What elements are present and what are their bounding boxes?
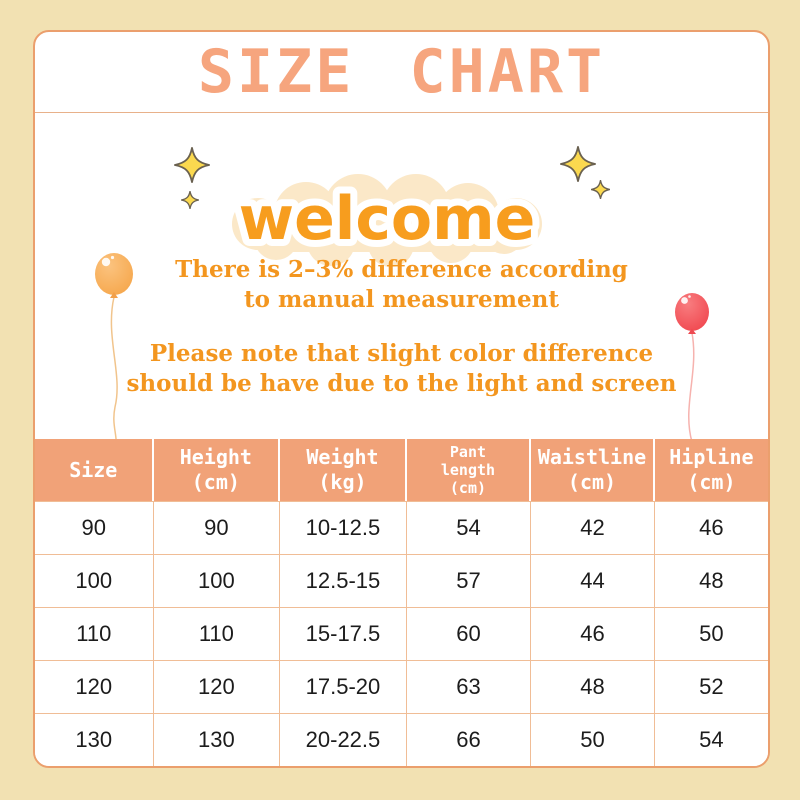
welcome-banner: welcome welcome xyxy=(232,174,542,267)
table-cell: 130 xyxy=(35,713,154,766)
page-title: SIZE CHART xyxy=(197,37,606,107)
table-cell: 48 xyxy=(654,554,768,607)
table-cell: 110 xyxy=(153,607,281,660)
welcome-text-outline: welcome xyxy=(239,184,536,254)
size-table-grid: Size Height (cm) Weight (kg) Pant length (cm) Wa… xyxy=(35,439,768,766)
table-cell: 44 xyxy=(531,554,655,607)
table-cell: 20-22.5 xyxy=(280,713,407,766)
table-cell: 100 xyxy=(35,554,154,607)
note-line: Please note that slight color difference xyxy=(149,340,654,367)
cloud-shape xyxy=(232,174,542,267)
table-header-cell: Height (cm) xyxy=(153,439,281,501)
table-header-cell: Hipline (cm) xyxy=(654,439,768,501)
table-header-cell: Waistline (cm) xyxy=(531,439,655,501)
size-chart-card: SIZE CHART welcome welcome xyxy=(33,30,770,768)
table-cell: 15-17.5 xyxy=(280,607,407,660)
note-line: to manual measurement xyxy=(244,286,559,313)
table-cell: 10-12.5 xyxy=(280,501,407,554)
table-cell: 50 xyxy=(531,713,655,766)
sparkle-icon xyxy=(180,190,200,213)
table-cell: 100 xyxy=(153,554,281,607)
measurement-note: There is 2–3% difference according to ma… xyxy=(35,255,768,315)
sparkle-icon xyxy=(590,179,611,203)
note-line: should be have due to the light and scre… xyxy=(126,370,677,397)
table-cell: 63 xyxy=(406,660,532,713)
title-block: SIZE CHART xyxy=(35,32,768,113)
table-header-cell: Weight (kg) xyxy=(280,439,407,501)
table-cell: 52 xyxy=(654,660,768,713)
size-table-head: Size Height (cm) Weight (kg) Pant length (cm) Wa… xyxy=(35,439,768,501)
size-table-body: 90 90 10-12.5 54 42 46 100 100 12.5-15 57 44 48 110 1… xyxy=(35,501,768,766)
table-row: 130 130 20-22.5 66 50 54 xyxy=(35,713,768,766)
size-table-header-row: Size Height (cm) Weight (kg) Pant length (cm) Wa… xyxy=(35,439,768,501)
table-cell: 120 xyxy=(153,660,281,713)
table-cell: 57 xyxy=(406,554,532,607)
table-cell: 90 xyxy=(153,501,281,554)
table-row: 120 120 17.5-20 63 48 52 xyxy=(35,660,768,713)
balloon-icon xyxy=(90,252,138,456)
welcome-text: welcome xyxy=(239,184,536,254)
table-cell: 12.5-15 xyxy=(280,554,407,607)
size-table: Size Height (cm) Weight (kg) Pant length (cm) Wa… xyxy=(35,439,768,766)
table-cell: 42 xyxy=(531,501,655,554)
table-cell: 54 xyxy=(406,501,532,554)
table-cell: 54 xyxy=(654,713,768,766)
table-cell: 46 xyxy=(654,501,768,554)
table-cell: 46 xyxy=(531,607,655,660)
table-row: 100 100 12.5-15 57 44 48 xyxy=(35,554,768,607)
table-header-cell: Pant length (cm) xyxy=(406,439,532,501)
table-cell: 60 xyxy=(406,607,532,660)
table-cell: 90 xyxy=(35,501,154,554)
table-cell: 50 xyxy=(654,607,768,660)
table-header-cell: Size xyxy=(35,439,154,501)
table-cell: 110 xyxy=(35,607,154,660)
note-line: There is 2–3% difference according xyxy=(175,256,628,283)
color-difference-note: Please note that slight color difference… xyxy=(35,339,768,399)
table-cell: 130 xyxy=(153,713,281,766)
sparkle-icon xyxy=(560,146,596,186)
table-cell: 48 xyxy=(531,660,655,713)
table-cell: 66 xyxy=(406,713,532,766)
table-row: 90 90 10-12.5 54 42 46 xyxy=(35,501,768,554)
table-cell: 17.5-20 xyxy=(280,660,407,713)
table-row: 110 110 15-17.5 60 46 50 xyxy=(35,607,768,660)
sparkle-icon xyxy=(174,147,210,187)
table-cell: 120 xyxy=(35,660,154,713)
